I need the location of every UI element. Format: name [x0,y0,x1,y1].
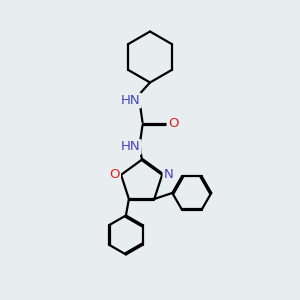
Text: HN: HN [121,140,140,154]
Text: O: O [109,168,120,181]
Text: O: O [168,117,178,130]
Text: HN: HN [121,94,140,107]
Text: N: N [164,168,174,181]
